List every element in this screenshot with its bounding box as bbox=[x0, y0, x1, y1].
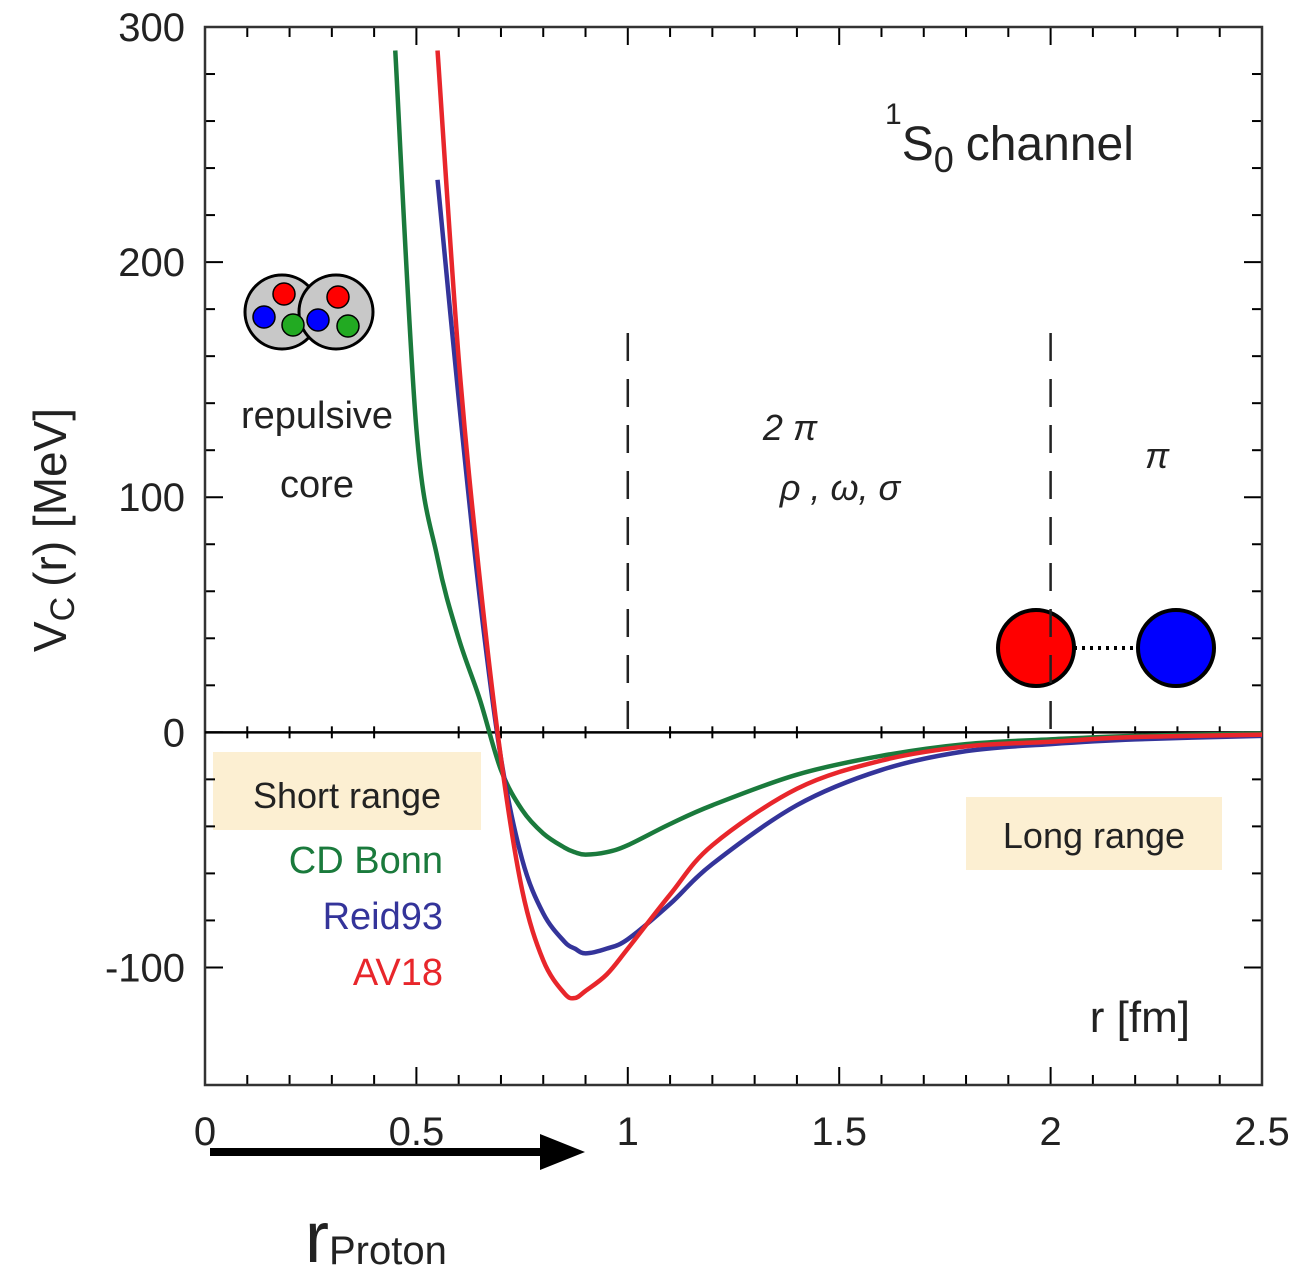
arrow-head bbox=[540, 1134, 585, 1170]
region-label: core bbox=[280, 464, 354, 506]
ylabel-tail: (r) [MeV] bbox=[24, 408, 76, 587]
x-tick-label: 0.5 bbox=[389, 1110, 445, 1154]
x-tick-label: 2 bbox=[1039, 1110, 1061, 1154]
legend-entry: CD Bonn bbox=[289, 840, 443, 882]
channel-tail: channel bbox=[966, 118, 1134, 171]
region-label: 2 π bbox=[762, 407, 818, 448]
proton-icons bbox=[243, 273, 375, 351]
series-group bbox=[393, 50, 1262, 1001]
pion-icon bbox=[996, 608, 1216, 688]
arrow-label-base: r bbox=[305, 1198, 329, 1275]
x-tick-label: 1.5 bbox=[811, 1110, 867, 1154]
channel-base: S bbox=[902, 118, 934, 171]
region-label: repulsive bbox=[241, 395, 393, 437]
channel-sub: 0 bbox=[934, 139, 954, 180]
x-tick-label: 2.5 bbox=[1234, 1110, 1290, 1154]
ylabel-base: V bbox=[24, 621, 76, 652]
legend-entry: AV18 bbox=[353, 952, 443, 994]
y-axis-label: VC (r) [MeV] bbox=[24, 408, 82, 652]
x-tick-label: 0 bbox=[194, 1110, 216, 1154]
arrow-label: rProton bbox=[305, 1198, 447, 1275]
range-label: Long range bbox=[1003, 815, 1185, 856]
ylabel-sub: C bbox=[44, 597, 82, 622]
range-label: Short range bbox=[253, 775, 441, 816]
arrow-label-sub: Proton bbox=[329, 1229, 447, 1273]
y-tick-label: 300 bbox=[118, 6, 185, 50]
plot-frame bbox=[203, 25, 1264, 1087]
channel-label: 1S0 channel bbox=[885, 98, 1134, 180]
long-range-box bbox=[966, 797, 1222, 870]
y-tick-label: 100 bbox=[118, 476, 185, 520]
region-label: π bbox=[1145, 435, 1170, 476]
short-range-box bbox=[213, 752, 481, 830]
channel-sup: 1 bbox=[885, 98, 902, 131]
y-tick-label: 200 bbox=[118, 241, 185, 285]
series-line bbox=[435, 50, 1262, 1001]
region-label: ρ , ω, σ bbox=[779, 467, 902, 508]
x-axis-label: r [fm] bbox=[1090, 993, 1190, 1042]
series-line bbox=[393, 50, 1262, 857]
legend-entry: Reid93 bbox=[323, 896, 443, 938]
x-tick-label: 1 bbox=[617, 1110, 639, 1154]
y-tick-label: 0 bbox=[163, 711, 185, 755]
y-tick-label: -100 bbox=[105, 946, 185, 990]
